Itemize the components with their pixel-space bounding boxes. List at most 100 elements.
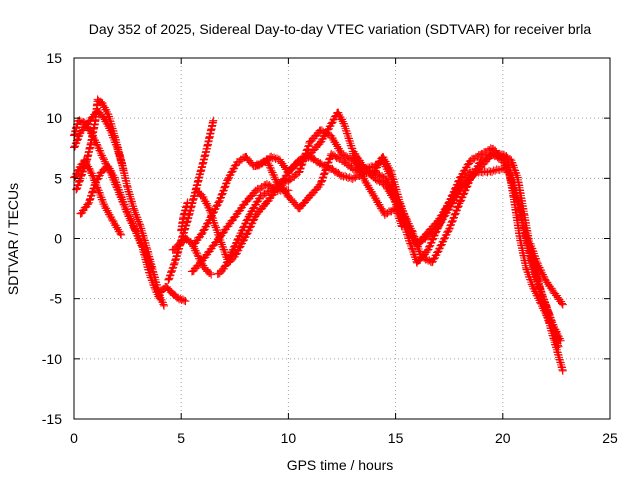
y-axis-label: SDTVAR / TECUs	[5, 183, 21, 295]
data-point-marker	[147, 264, 156, 273]
data-point-marker	[242, 216, 251, 225]
data-point-marker	[99, 154, 108, 163]
data-point-marker	[207, 270, 216, 279]
data-point-marker	[201, 265, 210, 274]
data-point-marker	[134, 231, 143, 240]
x-tick-label: 5	[177, 430, 185, 446]
data-point-marker	[83, 200, 92, 209]
data-point-marker	[324, 158, 333, 167]
data-point-marker	[332, 140, 341, 149]
data-point-marker	[447, 192, 456, 201]
data-point-marker	[447, 218, 456, 227]
x-tick-label: 15	[388, 430, 404, 446]
data-point-marker	[137, 238, 146, 247]
data-point-marker	[84, 199, 93, 208]
data-point-marker	[358, 172, 367, 181]
data-point-marker	[212, 202, 221, 211]
data-point-marker	[398, 222, 407, 231]
data-point-marker	[92, 140, 101, 149]
data-point-marker	[303, 145, 312, 154]
data-point-marker	[450, 184, 459, 193]
data-point-marker	[319, 170, 328, 179]
data-point-marker	[92, 175, 101, 184]
data-point-marker	[100, 155, 109, 164]
data-point-marker	[448, 217, 457, 226]
data-point-marker	[169, 260, 178, 269]
data-point-marker	[168, 264, 177, 273]
data-point-marker	[195, 189, 204, 198]
data-point-marker	[181, 297, 190, 306]
data-point-marker	[375, 200, 384, 209]
data-point-marker	[462, 183, 471, 192]
data-point-marker	[383, 165, 392, 174]
data-point-marker	[554, 342, 563, 351]
data-point-marker	[72, 185, 81, 194]
data-point-marker	[318, 173, 327, 182]
data-point-marker	[183, 198, 192, 207]
data-point-marker	[199, 226, 208, 235]
data-point-marker	[269, 171, 278, 180]
data-point-marker	[220, 183, 229, 192]
data-point-marker	[217, 266, 226, 275]
y-tick-label: 10	[46, 110, 62, 126]
data-point-marker	[533, 259, 542, 268]
data-point-marker	[96, 146, 105, 155]
data-point-marker	[466, 175, 475, 184]
data-point-marker	[204, 267, 212, 276]
data-point-marker	[348, 149, 357, 158]
data-point-marker	[159, 300, 168, 309]
data-point-marker	[155, 294, 164, 303]
data-point-marker	[449, 188, 458, 197]
data-point-marker	[451, 210, 460, 219]
data-point-marker	[534, 294, 543, 303]
data-point-marker	[367, 187, 376, 196]
data-point-marker	[321, 166, 330, 175]
data-point-marker	[301, 149, 310, 158]
data-point-marker	[464, 179, 473, 188]
data-point-marker	[397, 221, 406, 230]
data-point-marker	[235, 243, 244, 252]
data-point-marker	[317, 178, 326, 187]
data-point-marker	[98, 195, 107, 204]
data-point-marker	[382, 176, 391, 185]
data-point-marker	[554, 341, 563, 350]
data-point-marker	[92, 138, 101, 147]
data-point-marker	[193, 187, 202, 196]
series-track-9	[177, 198, 192, 235]
data-point-marker	[450, 210, 459, 219]
data-point-marker	[423, 246, 432, 255]
data-point-marker	[302, 146, 311, 155]
data-point-marker	[98, 197, 107, 206]
data-point-marker	[439, 235, 448, 244]
y-tick-label: -10	[42, 351, 62, 367]
y-tick-label: -5	[50, 291, 63, 307]
data-point-marker	[73, 181, 82, 190]
x-axis-label: GPS time / hours	[287, 457, 394, 473]
data-point-marker	[445, 198, 454, 207]
data-point-marker	[218, 190, 227, 199]
data-point-marker	[73, 135, 82, 144]
y-tick-label: 15	[46, 50, 62, 66]
data-point-marker	[107, 166, 116, 175]
data-point-marker	[165, 271, 174, 280]
data-point-marker	[220, 182, 229, 191]
data-point-marker	[454, 177, 463, 186]
data-point-marker	[103, 206, 112, 215]
data-point-marker	[229, 243, 238, 252]
data-point-marker	[140, 245, 149, 254]
data-point-marker	[82, 158, 91, 167]
data-point-marker	[266, 164, 275, 173]
data-point-marker	[215, 197, 224, 206]
series-track-16	[526, 239, 567, 309]
data-point-marker	[133, 213, 142, 222]
data-point-marker	[155, 292, 164, 301]
data-point-marker	[338, 115, 346, 124]
data-point-marker	[425, 242, 434, 251]
data-point-marker	[456, 196, 465, 205]
data-point-marker	[428, 235, 437, 244]
data-point-marker	[202, 219, 211, 228]
data-point-marker	[531, 287, 540, 296]
data-point-marker	[454, 177, 463, 186]
data-point-marker	[85, 164, 94, 173]
data-point-marker	[455, 197, 464, 206]
